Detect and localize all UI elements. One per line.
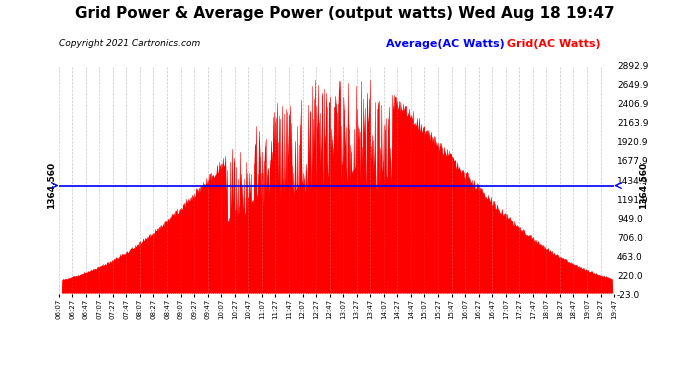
Text: Copyright 2021 Cartronics.com: Copyright 2021 Cartronics.com — [59, 39, 200, 48]
Text: Grid(AC Watts): Grid(AC Watts) — [507, 39, 601, 50]
Text: Average(AC Watts): Average(AC Watts) — [386, 39, 505, 50]
Text: 1364.560: 1364.560 — [639, 162, 648, 209]
Text: Grid Power & Average Power (output watts) Wed Aug 18 19:47: Grid Power & Average Power (output watts… — [75, 6, 615, 21]
